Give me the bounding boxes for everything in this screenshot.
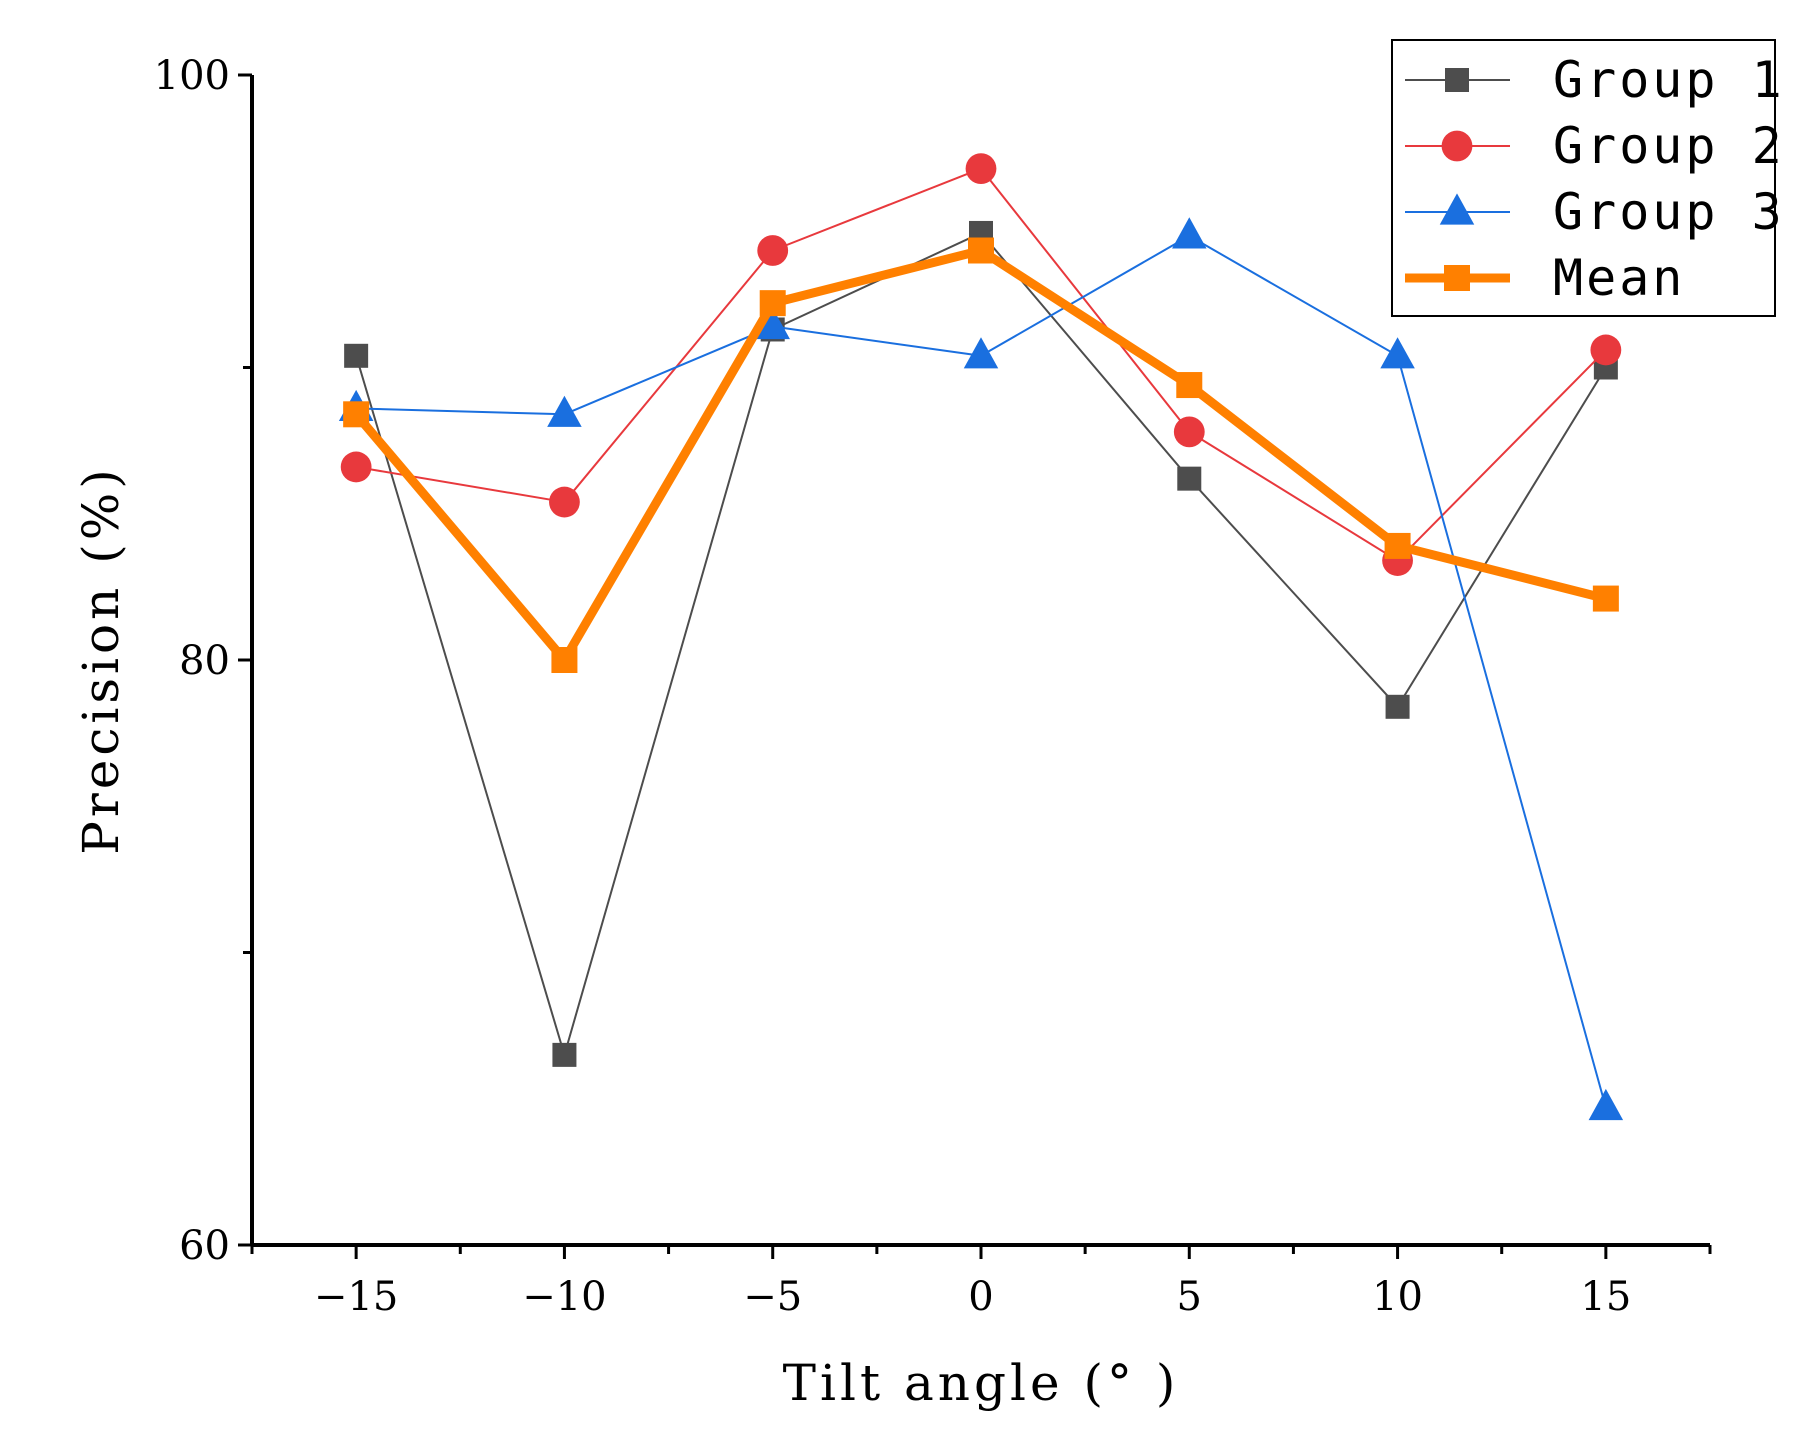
legend-item-group-3: Group 3 <box>1405 183 1785 241</box>
data-point-group-1 <box>1177 466 1202 491</box>
x-tick-label: −5 <box>743 1274 802 1320</box>
legend: Group 1 Group 2 Group 3 Mean <box>1391 39 1785 317</box>
data-point-group-1 <box>1385 694 1410 719</box>
y-tick-label: 60 <box>179 1223 230 1269</box>
x-tick-label: 5 <box>1177 1274 1202 1320</box>
data-point-group-2 <box>549 486 580 518</box>
data-point-group-2 <box>757 235 789 266</box>
data-point-mean <box>343 401 370 428</box>
legend-marker-mean <box>1444 265 1470 291</box>
legend-marker-group-3 <box>1439 193 1475 225</box>
legend-item-mean: Mean <box>1405 249 1685 307</box>
data-point-mean <box>759 290 786 317</box>
data-point-group-2 <box>1173 416 1205 448</box>
x-tick-label: 10 <box>1372 1274 1423 1320</box>
legend-marker-group-2 <box>1441 130 1473 162</box>
y-axis-title: Precision (%) <box>72 465 130 855</box>
x-tick-label: 15 <box>1580 1274 1631 1320</box>
data-point-mean <box>1384 532 1411 559</box>
data-point-group-2 <box>340 451 372 483</box>
x-tick-label: 0 <box>968 1274 993 1320</box>
data-point-group-3 <box>755 307 790 340</box>
legend-marker-group-1 <box>1445 68 1469 92</box>
data-point-group-3 <box>1588 1088 1624 1121</box>
series-layer <box>338 153 1624 1121</box>
data-point-group-3 <box>963 337 999 369</box>
legend-item-group-2: Group 2 <box>1405 117 1785 175</box>
x-axis-title: Tilt angle (° ) <box>783 1354 1180 1412</box>
y-tick-label: 100 <box>154 53 230 99</box>
data-point-group-3 <box>1380 337 1415 369</box>
data-point-group-3 <box>1172 217 1207 249</box>
data-point-mean <box>1592 585 1619 612</box>
data-point-group-2 <box>1590 334 1622 366</box>
data-point-group-1 <box>344 343 369 368</box>
y-axis-ticks: 60 80 100 <box>154 53 252 1269</box>
series-group-3 <box>338 217 1624 1121</box>
legend-label-group-2: Group 2 <box>1553 117 1785 175</box>
data-point-group-1 <box>552 1042 577 1067</box>
y-tick-label: 80 <box>179 638 230 684</box>
legend-item-group-1: Group 1 <box>1405 51 1785 109</box>
series-mean <box>343 237 1619 673</box>
x-tick-label: −15 <box>314 1274 398 1320</box>
data-point-group-3 <box>547 395 582 427</box>
data-point-group-2 <box>965 153 997 185</box>
legend-label-group-1: Group 1 <box>1553 51 1785 109</box>
series-group-2 <box>340 153 1622 576</box>
data-point-mean <box>968 237 994 264</box>
legend-label-mean: Mean <box>1553 249 1685 307</box>
data-point-mean <box>551 647 578 673</box>
legend-label-group-3: Group 3 <box>1553 183 1785 241</box>
data-point-mean <box>1176 372 1203 399</box>
x-axis-ticks: −15 −10 −5 0 5 10 15 <box>250 1245 1712 1320</box>
x-tick-label: −10 <box>522 1274 606 1320</box>
